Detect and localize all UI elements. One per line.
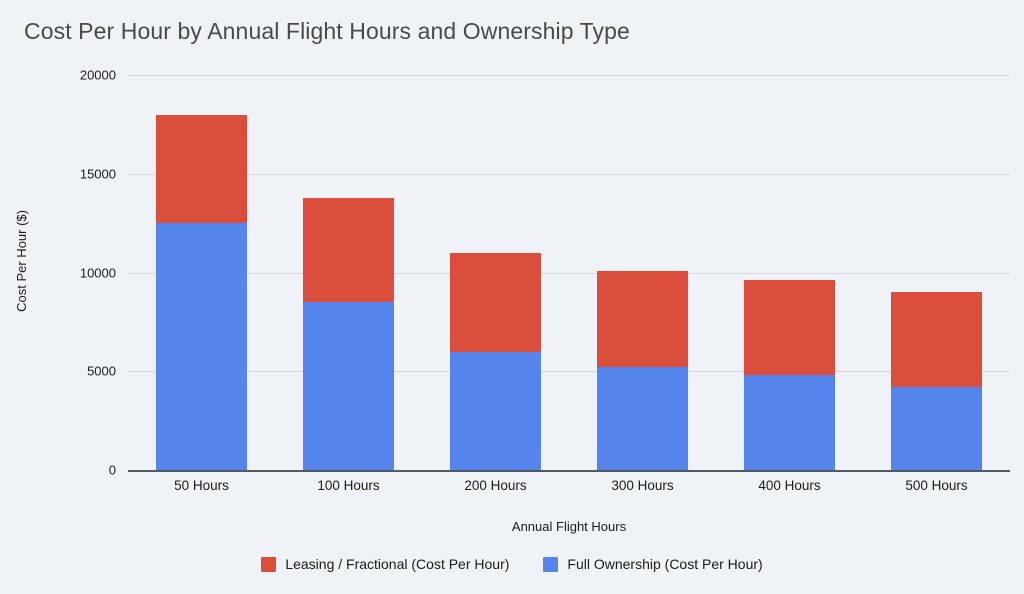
x-axis-tick-label: 50 Hours bbox=[174, 478, 229, 493]
legend-entry[interactable]: Leasing / Fractional (Cost Per Hour) bbox=[261, 556, 509, 572]
bar-segment-full-ownership[interactable] bbox=[743, 375, 836, 470]
legend-label: Full Ownership (Cost Per Hour) bbox=[567, 556, 763, 572]
legend-entry[interactable]: Full Ownership (Cost Per Hour) bbox=[543, 556, 763, 572]
x-axis-tick-mark bbox=[155, 470, 248, 472]
x-axis-tick-label: 100 Hours bbox=[317, 478, 380, 493]
y-axis-tick-label: 10000 bbox=[79, 265, 116, 280]
y-axis-title: Cost Per Hour ($) bbox=[14, 210, 29, 312]
bar-group[interactable] bbox=[716, 75, 863, 472]
bar-segment-leasing-fractional[interactable] bbox=[449, 252, 542, 352]
gridline bbox=[128, 75, 1010, 76]
bar-segment-full-ownership[interactable] bbox=[155, 223, 248, 470]
legend-swatch-icon bbox=[543, 556, 559, 572]
stacked-bar[interactable] bbox=[155, 114, 248, 470]
bar-segment-leasing-fractional[interactable] bbox=[890, 292, 983, 388]
bar-segment-full-ownership[interactable] bbox=[449, 351, 542, 470]
y-axis-tick-label: 20000 bbox=[79, 67, 116, 83]
bar-group[interactable] bbox=[863, 75, 1010, 472]
stacked-bar[interactable] bbox=[890, 292, 983, 470]
chart-legend: Leasing / Fractional (Cost Per Hour) Full… bbox=[0, 556, 1024, 572]
bar-segment-full-ownership[interactable] bbox=[596, 367, 689, 470]
x-axis-tick-label: 400 Hours bbox=[758, 478, 821, 493]
bar-group[interactable] bbox=[569, 75, 716, 472]
y-axis-tick-label: 5000 bbox=[87, 363, 116, 379]
y-axis-tick-label: 15000 bbox=[79, 166, 116, 182]
x-axis-tick-mark bbox=[890, 470, 983, 472]
stacked-bar[interactable] bbox=[449, 252, 542, 470]
x-axis-tick-mark bbox=[743, 470, 836, 472]
bar-segment-full-ownership[interactable] bbox=[302, 302, 395, 470]
x-axis-tick-label: 200 Hours bbox=[464, 478, 527, 493]
gridline bbox=[128, 371, 1010, 373]
x-axis-tick-mark bbox=[449, 470, 542, 472]
x-axis-tick-mark bbox=[302, 470, 395, 472]
y-axis-tick-label: 0 bbox=[108, 462, 116, 478]
x-axis-tick-mark bbox=[596, 470, 689, 472]
bar-segment-leasing-fractional[interactable] bbox=[743, 280, 836, 376]
x-axis-tick-label: 500 Hours bbox=[905, 478, 968, 493]
bar-group[interactable] bbox=[275, 75, 422, 472]
bar-segment-full-ownership[interactable] bbox=[890, 387, 983, 470]
bar-group[interactable] bbox=[422, 75, 569, 472]
bar-segment-leasing-fractional[interactable] bbox=[302, 198, 395, 303]
legend-label: Leasing / Fractional (Cost Per Hour) bbox=[285, 556, 510, 572]
bar-group[interactable] bbox=[128, 75, 275, 472]
gridline bbox=[128, 173, 1010, 175]
bars-layer bbox=[128, 75, 1010, 472]
axis-baseline bbox=[128, 470, 1010, 472]
stacked-bar[interactable] bbox=[743, 280, 836, 470]
bar-segment-leasing-fractional[interactable] bbox=[155, 114, 248, 224]
bar-segment-leasing-fractional[interactable] bbox=[596, 270, 689, 368]
stacked-bar[interactable] bbox=[596, 270, 689, 470]
legend-swatch-icon bbox=[261, 556, 277, 572]
x-axis-tick-labels: 50 Hours 100 Hours 200 Hours 300 Hours 400 H… bbox=[128, 478, 1010, 493]
x-axis-tick-label: 300 Hours bbox=[611, 478, 674, 493]
plot-area bbox=[128, 75, 1010, 472]
gridline bbox=[128, 272, 1010, 274]
chart-title: Cost Per Hour by Annual Flight Hours and… bbox=[24, 18, 630, 44]
x-axis-title: Annual Flight Hours bbox=[511, 519, 627, 534]
stacked-bar[interactable] bbox=[302, 198, 395, 470]
